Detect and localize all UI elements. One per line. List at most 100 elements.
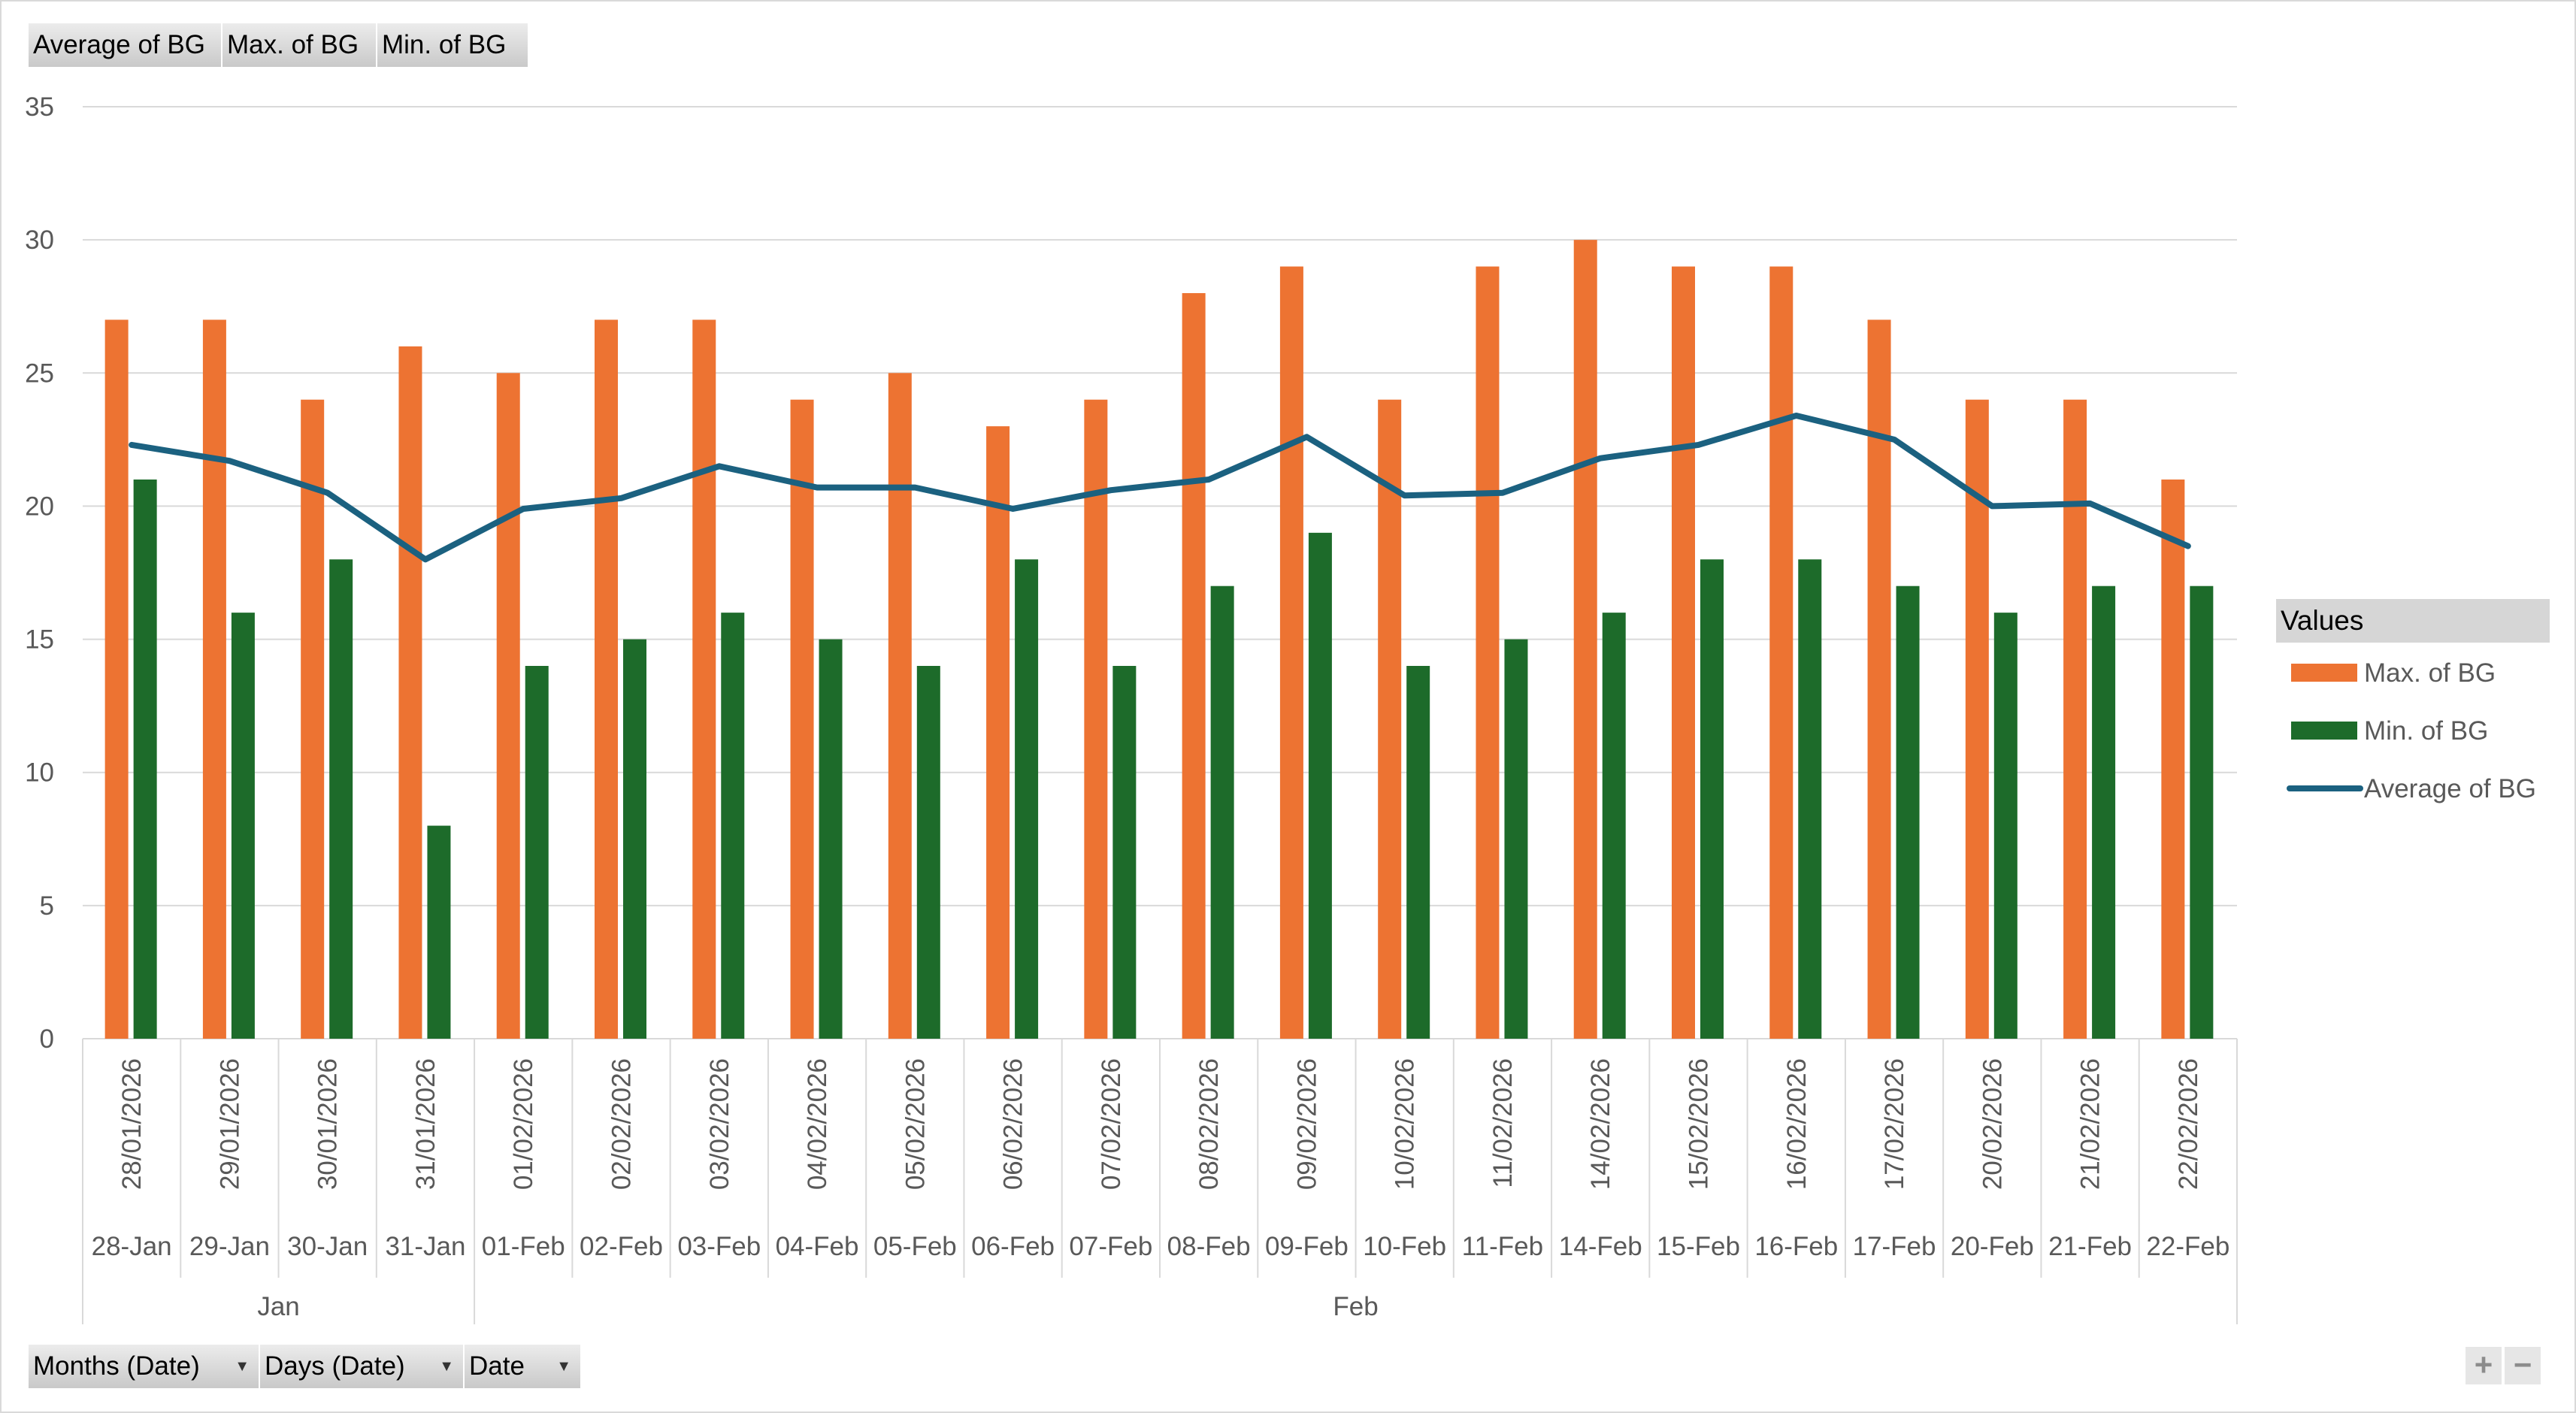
x-tick-label-day: 02-Feb	[580, 1232, 663, 1261]
x-tick-label-date: 20/02/2026	[1978, 1058, 2007, 1190]
x-tick-label-day: 17-Feb	[1853, 1232, 1936, 1261]
x-tick-label-day: 05-Feb	[873, 1232, 957, 1261]
dropdown-arrow-icon: ▼	[235, 1358, 250, 1375]
bar-min	[133, 480, 157, 1039]
x-tick-label-date: 16/02/2026	[1782, 1058, 1812, 1190]
y-tick-label: 30	[25, 225, 54, 255]
legend-title: Values	[2281, 605, 2363, 636]
x-tick-label-day: 15-Feb	[1657, 1232, 1740, 1261]
field-button-date[interactable]: Date ▼	[465, 1345, 580, 1388]
bar-max	[888, 373, 912, 1039]
bar-min	[1112, 666, 1137, 1039]
bar-min	[1700, 559, 1724, 1039]
bar-min	[329, 559, 353, 1039]
x-tick-label-day: 08-Feb	[1167, 1232, 1251, 1261]
x-tick-label-day: 29-Jan	[189, 1232, 270, 1261]
x-tick-label-date: 30/01/2026	[313, 1058, 343, 1190]
bar-max	[986, 426, 1010, 1039]
x-tick-label-day: 21-Feb	[2048, 1232, 2132, 1261]
bar-min	[427, 825, 451, 1039]
bar-min	[1798, 559, 1822, 1039]
x-tick-label-month: Jan	[257, 1292, 299, 1321]
legend-title-bg	[2276, 599, 2550, 643]
bar-min	[1015, 559, 1039, 1039]
legend-swatch	[2291, 664, 2357, 682]
x-tick-label-month: Feb	[1333, 1292, 1378, 1321]
bar-max	[1867, 319, 1891, 1039]
x-tick-label-date: 08/02/2026	[1194, 1058, 1224, 1190]
field-button-min[interactable]: Min. of BG	[377, 23, 528, 67]
legend-entry-label: Min. of BG	[2364, 716, 2488, 746]
bar-min	[1504, 639, 1528, 1039]
zoom-in-button[interactable]: +	[2466, 1347, 2502, 1384]
bar-min	[721, 613, 745, 1039]
y-tick-label: 35	[25, 92, 54, 122]
x-tick-label-date: 15/02/2026	[1685, 1058, 1714, 1190]
x-tick-label-day: 11-Feb	[1462, 1232, 1543, 1261]
field-button-months-label: Months (Date)	[33, 1351, 200, 1381]
bar-min	[2190, 585, 2214, 1039]
x-tick-label-date: 14/02/2026	[1586, 1058, 1615, 1190]
x-tick-label-date: 01/02/2026	[509, 1058, 538, 1190]
bar-max	[790, 399, 814, 1039]
y-tick-label: 15	[25, 625, 54, 655]
x-tick-label-date: 06/02/2026	[999, 1058, 1028, 1190]
x-tick-label-day: 04-Feb	[776, 1232, 859, 1261]
y-tick-label: 5	[40, 891, 54, 921]
bar-max	[2161, 480, 2185, 1039]
bar-min	[525, 666, 549, 1039]
x-tick-label-date: 07/02/2026	[1097, 1058, 1126, 1190]
bar-min	[1993, 613, 2018, 1039]
bar-min	[1602, 613, 1626, 1039]
bar-min	[2092, 585, 2116, 1039]
x-tick-label-day: 01-Feb	[482, 1232, 565, 1261]
field-button-days[interactable]: Days (Date) ▼	[260, 1345, 463, 1388]
zoom-out-button[interactable]: −	[2505, 1347, 2541, 1384]
x-tick-label-day: 10-Feb	[1363, 1232, 1446, 1261]
x-tick-label-day: 07-Feb	[1069, 1232, 1152, 1261]
bar-max	[1769, 266, 1794, 1039]
x-tick-label-date: 17/02/2026	[1880, 1058, 1909, 1190]
field-button-months[interactable]: Months (Date) ▼	[29, 1345, 259, 1388]
bar-max	[1965, 399, 1989, 1039]
x-tick-label-day: 20-Feb	[1951, 1232, 2034, 1261]
average-of-bg-line	[129, 412, 2191, 563]
bar-max	[1279, 266, 1303, 1039]
bar-max	[1672, 266, 1695, 1039]
x-tick-label-date: 22/02/2026	[2174, 1058, 2203, 1190]
x-tick-label-day: 03-Feb	[677, 1232, 761, 1261]
dropdown-arrow-icon: ▼	[439, 1358, 454, 1375]
bar-min	[1308, 532, 1332, 1039]
field-button-days-label: Days (Date)	[265, 1351, 405, 1381]
dropdown-arrow-icon: ▼	[556, 1358, 571, 1375]
bar-max	[1378, 399, 1402, 1039]
x-tick-label-day: 31-Jan	[385, 1232, 465, 1261]
x-tick-label-date: 11/02/2026	[1488, 1058, 1518, 1188]
y-tick-label: 20	[25, 492, 54, 521]
field-button-max[interactable]: Max. of BG	[222, 23, 376, 67]
x-tick-label-date: 09/02/2026	[1292, 1058, 1321, 1190]
legend-swatch	[2291, 722, 2357, 740]
bars	[104, 240, 2214, 1039]
average-line	[129, 412, 2191, 563]
x-tick-label-date: 05/02/2026	[901, 1058, 930, 1190]
bar-min	[1210, 585, 1234, 1039]
bar-max	[2063, 399, 2087, 1039]
y-tick-label: 0	[40, 1024, 54, 1054]
bar-min	[1406, 666, 1430, 1039]
field-button-average[interactable]: Average of BG	[29, 23, 221, 67]
x-tick-label-date: 04/02/2026	[803, 1058, 832, 1190]
bar-max	[301, 399, 325, 1039]
bar-min	[1896, 585, 1920, 1039]
bar-max	[202, 319, 226, 1039]
bar-max	[692, 319, 716, 1039]
bar-max	[1573, 240, 1597, 1039]
y-tick-label: 25	[25, 359, 54, 388]
x-tick-label-day: 28-Jan	[92, 1232, 172, 1261]
x-tick-label-day: 09-Feb	[1265, 1232, 1349, 1261]
x-tick-label-day: 06-Feb	[971, 1232, 1055, 1261]
bar-max	[1182, 293, 1206, 1039]
